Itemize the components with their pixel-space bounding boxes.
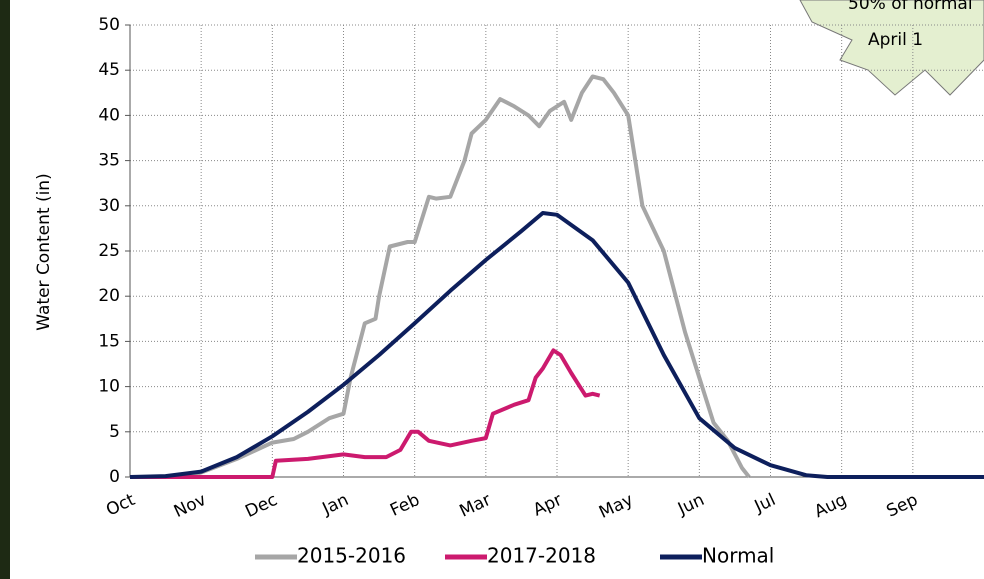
x-tick-label: Nov xyxy=(171,490,210,522)
y-tick-label: 35 xyxy=(98,151,120,171)
snowflake-decoration xyxy=(799,0,984,96)
x-tick-label: Jun xyxy=(674,490,707,520)
annotation: 50% of normal xyxy=(848,0,973,14)
x-tick-label: Dec xyxy=(242,490,280,522)
y-tick-label: 5 xyxy=(109,422,120,442)
x-tick-label: Sep xyxy=(884,490,921,522)
x-tick-label: Oct xyxy=(103,490,138,521)
y-tick-label: 25 xyxy=(98,241,120,261)
series-line xyxy=(130,348,601,479)
x-tick-label: Jan xyxy=(319,490,352,520)
x-tick-label: Feb xyxy=(387,490,423,521)
legend-label: 2015-2016 xyxy=(297,544,406,568)
x-tick-label: May xyxy=(596,490,636,523)
y-tick-label: 50 xyxy=(98,15,120,35)
y-tick-label: 45 xyxy=(98,60,120,80)
series-line xyxy=(130,74,751,479)
y-axis-label: Water Content (in) xyxy=(34,173,54,330)
y-tick-label: 30 xyxy=(98,196,120,216)
x-tick-label: Mar xyxy=(457,490,495,522)
series-line xyxy=(129,211,984,479)
y-tick-label: 0 xyxy=(109,467,120,487)
legend-label: Normal xyxy=(702,544,774,568)
y-tick-label: 20 xyxy=(98,286,120,306)
y-tick-label: 15 xyxy=(98,331,120,351)
y-tick-label: 10 xyxy=(98,377,120,397)
frame-edge xyxy=(0,0,10,579)
x-tick-label: Jul xyxy=(751,490,779,517)
legend-label: 2017-2018 xyxy=(487,544,596,568)
y-tick-label: 40 xyxy=(98,105,120,125)
annotation: April 1 xyxy=(868,30,923,50)
x-tick-label: Apr xyxy=(530,490,565,521)
x-tick-label: Aug xyxy=(811,490,850,522)
